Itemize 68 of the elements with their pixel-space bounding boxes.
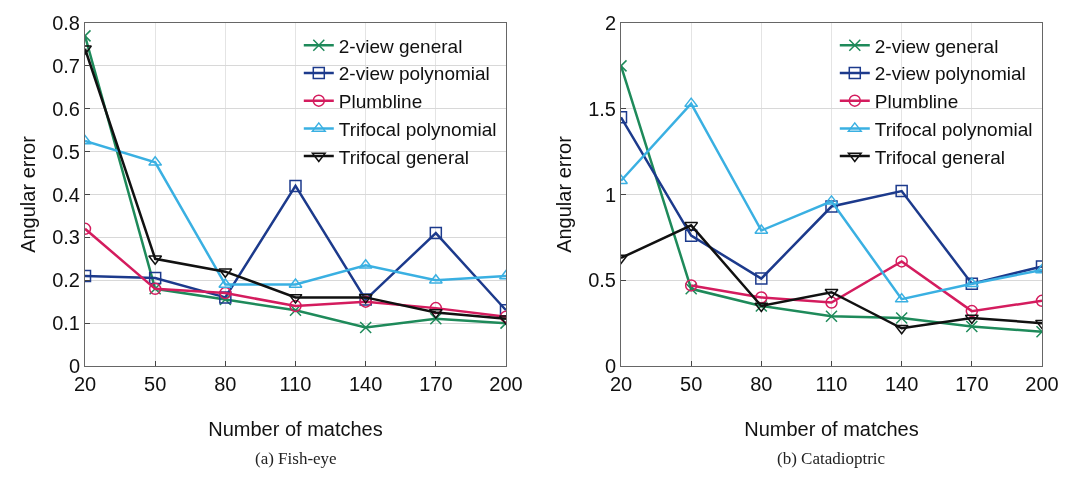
y-axis-title: Angular error (17, 135, 39, 253)
x-tick-label: 170 (955, 373, 989, 395)
x-tick-label: 200 (1025, 373, 1059, 395)
x-tick-label: 140 (348, 373, 383, 395)
point (824, 288, 839, 299)
text: (a) Fish-eye (255, 449, 337, 468)
x-tick-label: 80 (214, 373, 237, 395)
y-tick-label: 0.2 (52, 269, 80, 292)
point (358, 258, 373, 269)
y-tick-label: 0.3 (52, 226, 80, 249)
point (825, 296, 838, 309)
point (219, 286, 232, 300)
y-tick-label: 0.8 (52, 12, 80, 34)
x-axis-title: Number of matches (744, 418, 919, 440)
point (684, 221, 699, 232)
legend-label: 2-view polynomial (874, 63, 1026, 85)
point (895, 184, 908, 198)
x-tick-label: 140 (884, 373, 919, 395)
y-axis-title: Angular error (553, 135, 575, 253)
x-tick-label: 110 (279, 373, 312, 395)
y-tick-label: 0.4 (52, 183, 80, 206)
point (894, 324, 909, 335)
point (894, 292, 909, 303)
point (895, 311, 908, 325)
point (754, 224, 769, 235)
y-tick-label: 0.1 (52, 312, 80, 335)
x-tick-label: 50 (680, 373, 703, 395)
legend-label: 2-view polynomial (338, 63, 490, 85)
text: (b) Catadioptric (777, 449, 886, 468)
point (428, 308, 443, 319)
legend-label: Plumbline (874, 91, 959, 113)
point (964, 314, 979, 325)
point (288, 278, 303, 289)
legend-label: Trifocal general (874, 146, 1006, 168)
legend-label: 2-view general (338, 35, 463, 57)
point (684, 282, 698, 296)
point (755, 272, 768, 285)
x-axis-title: Number of matches (208, 418, 383, 440)
x-tick-label: 110 (815, 373, 848, 395)
y-tick-label: 1 (604, 183, 616, 206)
point (148, 255, 163, 266)
point (895, 255, 908, 268)
point (289, 299, 302, 313)
legend-label: Trifocal general (338, 146, 470, 168)
legend-label: Plumbline (338, 91, 423, 113)
point (684, 279, 698, 292)
point (965, 304, 979, 318)
point (359, 321, 372, 334)
x-tick-label: 200 (489, 373, 523, 395)
x-tick-label: 80 (750, 373, 773, 395)
legend-label: 2-view general (874, 35, 999, 57)
point (825, 310, 838, 323)
legend-label: Trifocal polynomial (338, 118, 497, 140)
y-tick-label: 1.5 (588, 97, 616, 120)
point (684, 97, 699, 108)
y-tick-label: 0.6 (52, 97, 80, 120)
x-tick-label: 170 (419, 373, 453, 395)
point (288, 293, 303, 304)
legend-label: Trifocal polynomial (874, 118, 1033, 140)
y-tick-label: 0.7 (52, 54, 80, 77)
point (218, 278, 233, 289)
point (684, 229, 698, 242)
y-tick-label: 0.5 (588, 269, 616, 292)
y-tick-label: 0.5 (52, 140, 80, 163)
x-tick-label: 50 (144, 373, 167, 395)
point (965, 320, 979, 333)
y-tick-label: 2 (604, 12, 616, 34)
point (289, 179, 302, 193)
